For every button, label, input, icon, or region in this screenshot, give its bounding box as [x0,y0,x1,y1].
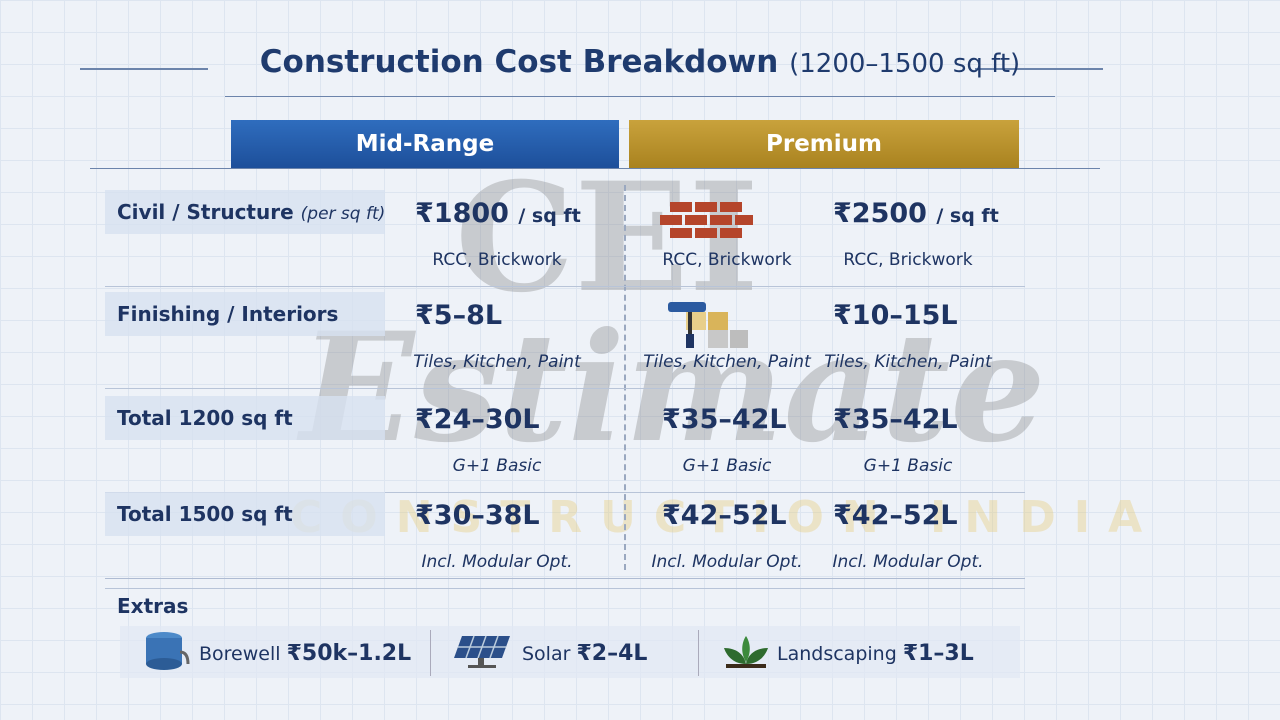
rule [225,96,1055,97]
cost-value: ₹35–42L [833,404,958,435]
divider [430,630,431,676]
brick-icon [660,202,753,238]
extras-label: Extras [117,594,189,618]
cost-value: ₹42–52L [833,500,958,531]
column-header: Mid-Range [231,120,619,168]
unit: / sq ft [518,205,581,227]
divider [624,185,626,570]
plant-icon [724,636,768,668]
value-text: ₹2500 [833,198,927,229]
row-label: Finishing / Interiors [105,292,385,336]
extra-name: Landscaping [777,643,897,665]
cost-note: Tiles, Kitchen, Paint [824,352,992,372]
cost-note: G+1 Basic [682,456,772,476]
value-text: ₹5–8L [415,300,503,331]
cost-value: ₹24–30L [415,404,540,435]
cost-value: ₹35–42L [662,404,787,435]
extra-name: Borewell [199,643,281,665]
extra-item: Landscaping ₹1–3L [777,641,974,666]
row-label-text: Total 1200 sq ft [117,406,293,430]
value-text: ₹42–52L [833,500,958,531]
row-label-text: Total 1500 sq ft [117,502,293,526]
cost-note: Incl. Modular Opt. [421,552,573,572]
cost-value: ₹1800 / sq ft [415,198,581,229]
cost-value: ₹10–15L [833,300,958,331]
value-text: ₹35–42L [833,404,958,435]
cost-note: Incl. Modular Opt. [651,552,803,572]
value-text: ₹35–42L [662,404,787,435]
row-separator [105,388,1025,389]
value-text: ₹1800 [415,198,509,229]
extra-name: Solar [522,643,571,665]
borewell-icon [146,632,190,670]
title-text: Construction Cost Breakdown [259,44,779,80]
cost-value: ₹30–38L [415,500,540,531]
row-label-text: Finishing / Interiors [117,302,339,326]
row-label-text: Civil / Structure [117,200,294,224]
cost-note: RCC, Brickwork [662,250,792,270]
watermark-tagline: CONSTRUCTION INDIA [290,492,1161,543]
rule [975,68,1103,70]
row-separator [105,492,1025,493]
extras-bar [120,626,1020,678]
cost-note: RCC, Brickwork [843,250,973,270]
cost-note: Tiles, Kitchen, Paint [643,352,811,372]
cost-value: ₹42–52L [662,500,787,531]
rule [105,578,1025,579]
row-label: Total 1500 sq ft [105,492,385,536]
extra-item: Borewell ₹50k–1.2L [199,641,411,666]
extra-item: Solar ₹2–4L [522,641,647,666]
extra-cost: ₹2–4L [576,641,648,666]
row-separator [105,588,1025,589]
cost-note: Tiles, Kitchen, Paint [413,352,581,372]
value-text: ₹42–52L [662,500,787,531]
value-text: ₹30–38L [415,500,540,531]
row-label-note: (per sq ft) [300,204,386,224]
cost-value: ₹5–8L [415,300,502,331]
value-text: ₹24–30L [415,404,540,435]
value-text: ₹10–15L [833,300,958,331]
cost-value: ₹2500 / sq ft [833,198,999,229]
divider [698,630,699,676]
unit: / sq ft [936,205,999,227]
title: Construction Cost Breakdown (1200–1500 s… [0,44,1280,80]
cost-note: G+1 Basic [863,456,953,476]
subtitle: (1200–1500 sq ft) [789,49,1021,79]
extra-cost: ₹50k–1.2L [286,641,412,666]
column-header: Premium [629,120,1019,168]
row-label: Total 1200 sq ft [105,396,385,440]
rule [90,168,1100,169]
row-separator [105,286,1025,287]
solar-icon [454,635,510,668]
cost-note: RCC, Brickwork [432,250,562,270]
cost-note: G+1 Basic [452,456,542,476]
row-label: Civil / Structure (per sq ft) [105,190,385,234]
paint-icon [668,302,748,348]
rule [80,68,208,70]
extra-cost: ₹1–3L [902,641,974,666]
cost-note: Incl. Modular Opt. [832,552,984,572]
